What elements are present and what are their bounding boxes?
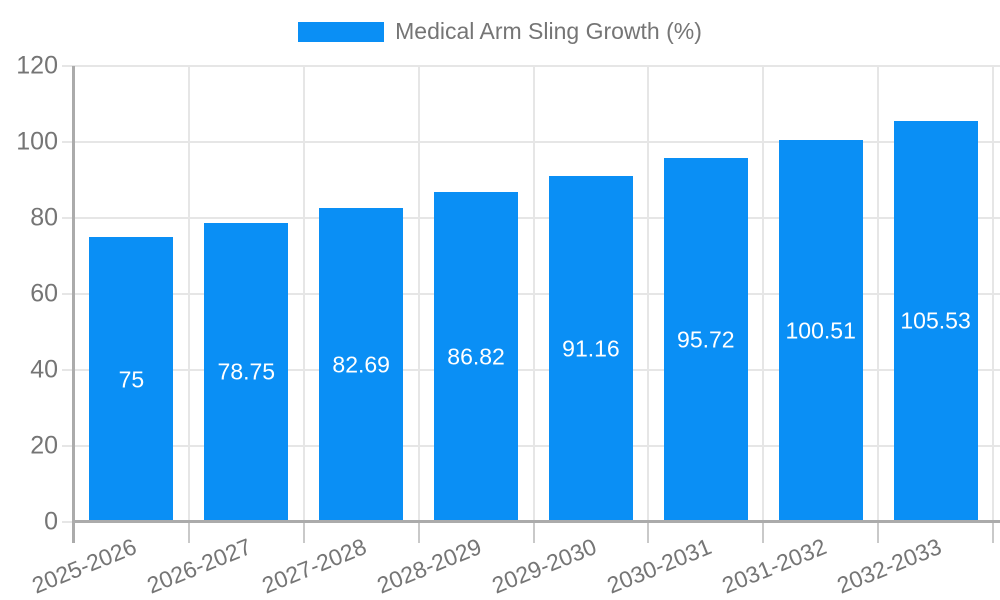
v-gridline [73, 66, 75, 522]
x-tick-label: 2031-2032 [717, 533, 830, 599]
v-gridline [532, 66, 535, 522]
bar-2029-2030[interactable] [548, 175, 633, 522]
v-gridline [762, 66, 765, 522]
x-tick-label: 2030-2031 [603, 533, 715, 599]
x-axis-tick [187, 522, 190, 543]
bar-2026-2027[interactable] [204, 222, 289, 522]
x-axis-tick [992, 522, 994, 543]
bar-2030-2031[interactable] [663, 158, 748, 522]
bar-2028-2029[interactable] [434, 192, 519, 522]
v-gridline [417, 66, 420, 522]
x-tick-label: 2025-2026 [28, 533, 141, 599]
y-tick-label: 120 [16, 51, 58, 80]
x-axis-tick [302, 522, 305, 543]
x-tick-label: 2029-2030 [488, 533, 600, 599]
x-axis-tick [417, 522, 420, 543]
x-axis-tick [73, 522, 75, 543]
y-tick-label: 0 [44, 507, 58, 536]
x-tick-label: 2028-2029 [373, 533, 486, 599]
v-gridline [187, 66, 190, 522]
y-tick-label: 80 [30, 203, 58, 232]
x-axis-tick [877, 522, 880, 543]
x-tick-label: 2027-2028 [258, 533, 371, 599]
x-axis-tick [647, 522, 650, 543]
v-gridline [992, 66, 994, 522]
bar-2027-2028[interactable] [319, 207, 404, 522]
x-tick-label: 2032-2033 [832, 533, 945, 599]
x-axis-tick [532, 522, 535, 543]
v-gridline [647, 66, 650, 522]
y-tick-label: 100 [16, 127, 58, 156]
v-gridline [302, 66, 305, 522]
x-axis-tick [762, 522, 765, 543]
legend: Medical Arm Sling Growth (%) [0, 18, 1000, 44]
h-gridline [62, 65, 1000, 67]
y-tick-label: 40 [30, 355, 58, 384]
x-tick-label: 2026-2027 [143, 533, 256, 599]
y-axis-line [72, 66, 75, 543]
y-tick-label: 20 [30, 431, 58, 460]
bar-2025-2026[interactable] [89, 237, 174, 522]
bar-2031-2032[interactable] [778, 140, 863, 522]
y-tick-label: 60 [30, 279, 58, 308]
v-gridline [877, 66, 880, 522]
legend-item[interactable]: Medical Arm Sling Growth (%) [298, 18, 702, 44]
bar-2032-2033[interactable] [893, 120, 978, 522]
legend-swatch-icon [298, 21, 385, 42]
chart-title: Medical Arm Sling Growth (%) [395, 18, 702, 44]
